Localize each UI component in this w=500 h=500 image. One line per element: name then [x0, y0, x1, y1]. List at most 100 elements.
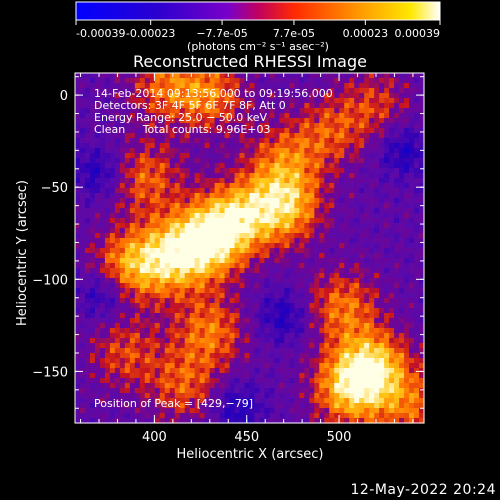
- heatmap-cell: [314, 313, 320, 319]
- heatmap-cell: [114, 153, 121, 159]
- heatmap-cell: [239, 378, 246, 384]
- heatmap-cell: [109, 263, 116, 269]
- heatmap-cell: [144, 293, 151, 299]
- heatmap-cell: [369, 298, 375, 304]
- heatmap-cell: [259, 288, 266, 294]
- heatmap-cell: [174, 113, 181, 119]
- heatmap-cell: [114, 103, 121, 109]
- heatmap-cell: [189, 88, 196, 94]
- heatmap-cell: [414, 308, 420, 314]
- heatmap-cell: [234, 298, 241, 304]
- heatmap-cell: [299, 393, 305, 399]
- heatmap-cell: [219, 238, 226, 244]
- heatmap-cell: [309, 283, 315, 289]
- heatmap-cell: [84, 333, 91, 339]
- heatmap-cell: [339, 263, 345, 269]
- heatmap-cell: [239, 103, 246, 109]
- heatmap-cell: [109, 288, 116, 294]
- heatmap-cell: [254, 323, 261, 329]
- heatmap-cell: [359, 138, 365, 144]
- heatmap-cell: [304, 403, 310, 409]
- heatmap-cell: [224, 383, 231, 389]
- heatmap-cell: [264, 73, 271, 79]
- heatmap-cell: [404, 138, 410, 144]
- heatmap-cell: [359, 363, 365, 369]
- heatmap-cell: [75, 318, 81, 324]
- heatmap-cell: [309, 213, 315, 219]
- heatmap-cell: [269, 353, 276, 359]
- heatmap-cell: [324, 328, 330, 334]
- heatmap-cell: [164, 228, 171, 234]
- heatmap-cell: [269, 288, 276, 294]
- heatmap-cell: [94, 153, 101, 159]
- heatmap-cell: [209, 148, 216, 154]
- heatmap-cell: [264, 133, 271, 139]
- heatmap-cell: [344, 118, 350, 124]
- heatmap-cell: [239, 383, 246, 389]
- heatmap-cell: [389, 138, 395, 144]
- heatmap-cell: [204, 383, 211, 389]
- heatmap-cell: [164, 278, 171, 284]
- heatmap-cell: [104, 198, 111, 204]
- heatmap-cell: [419, 128, 425, 134]
- heatmap-cell: [204, 183, 211, 189]
- heatmap-cell: [209, 133, 216, 139]
- heatmap-cell: [349, 378, 355, 384]
- heatmap-cell: [174, 88, 181, 94]
- heatmap-cell: [159, 323, 166, 329]
- heatmap-cell: [209, 213, 216, 219]
- heatmap-cell: [254, 143, 261, 149]
- heatmap-cell: [184, 303, 191, 309]
- heatmap-cell: [204, 193, 211, 199]
- heatmap-cell: [274, 98, 281, 104]
- heatmap-cell: [314, 403, 320, 409]
- heatmap-cell: [254, 383, 261, 389]
- heatmap-cell: [334, 128, 340, 134]
- heatmap-cell: [244, 83, 251, 89]
- heatmap-cell: [229, 128, 236, 134]
- heatmap-cell: [154, 98, 161, 104]
- heatmap-cell: [199, 373, 206, 379]
- heatmap-cell: [104, 318, 111, 324]
- heatmap-cell: [109, 123, 116, 129]
- heatmap-cell: [159, 193, 166, 199]
- heatmap-cell: [194, 403, 201, 409]
- heatmap-cell: [194, 398, 201, 404]
- heatmap-cell: [75, 103, 81, 109]
- heatmap-cell: [75, 83, 81, 89]
- heatmap-cell: [214, 108, 221, 114]
- heatmap-cell: [239, 353, 246, 359]
- heatmap-cell: [349, 113, 355, 119]
- heatmap-cell: [384, 313, 390, 319]
- heatmap-cell: [359, 268, 365, 274]
- heatmap-cell: [244, 203, 251, 209]
- heatmap-cell: [304, 268, 310, 274]
- heatmap-cell: [94, 83, 101, 89]
- heatmap-cell: [79, 73, 86, 79]
- heatmap-cell: [189, 93, 196, 99]
- heatmap-cell: [414, 333, 420, 339]
- heatmap-cell: [379, 73, 385, 79]
- heatmap-cell: [154, 223, 161, 229]
- heatmap-cell: [79, 348, 86, 354]
- heatmap-cell: [249, 88, 256, 94]
- heatmap-cell: [404, 253, 410, 259]
- heatmap-cell: [404, 288, 410, 294]
- heatmap-cell: [94, 128, 101, 134]
- heatmap-cell: [304, 108, 310, 114]
- heatmap-cell: [229, 78, 236, 84]
- heatmap-cell: [404, 143, 410, 149]
- heatmap-cell: [289, 303, 295, 309]
- heatmap-cell: [329, 178, 335, 184]
- heatmap-cell: [314, 208, 320, 214]
- heatmap-cell: [269, 223, 276, 229]
- heatmap-cell: [314, 173, 320, 179]
- heatmap-cell: [359, 88, 365, 94]
- heatmap-cell: [329, 248, 335, 254]
- heatmap-cell: [404, 328, 410, 334]
- heatmap-cell: [139, 373, 146, 379]
- heatmap-cell: [189, 153, 196, 159]
- heatmap-cell: [79, 403, 86, 409]
- heatmap-cell: [159, 393, 166, 399]
- heatmap-cell: [209, 288, 216, 294]
